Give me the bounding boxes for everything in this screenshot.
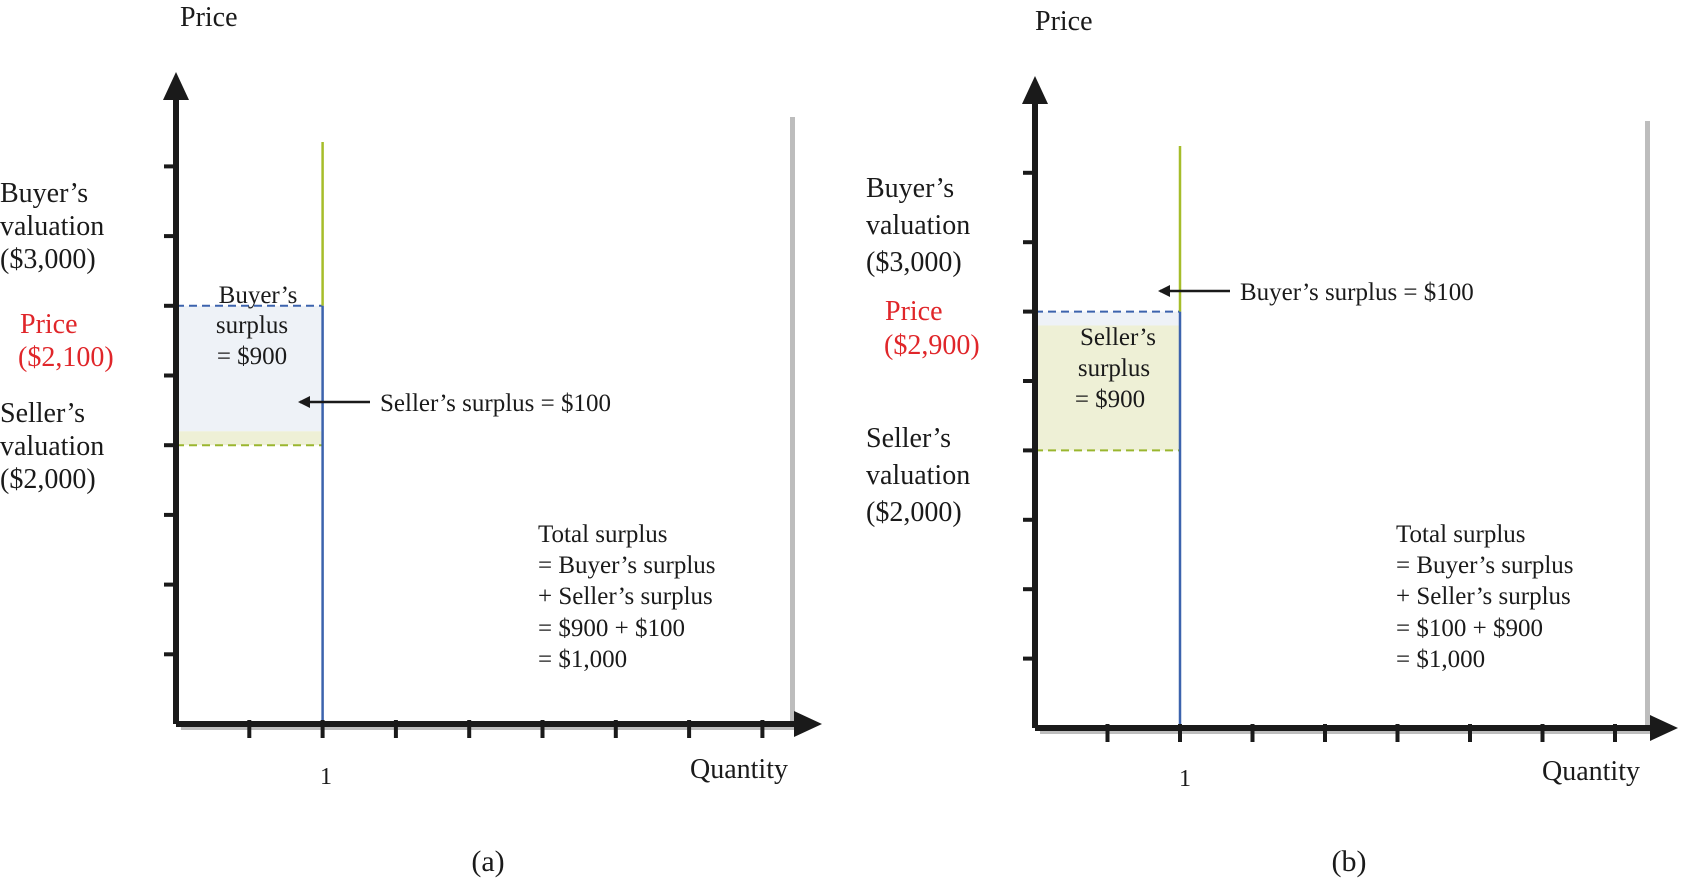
seller-surplus-label-line3: = $900: [1075, 386, 1145, 413]
buyer-valuation-label-line2: valuation: [866, 210, 970, 241]
seller-valuation-label-line1: Seller’s: [866, 423, 951, 454]
buyer-surplus-label: Buyer’s surplus = $100: [1240, 279, 1474, 306]
x-axis-arrow: [1650, 715, 1678, 741]
panel-caption: (a): [471, 845, 504, 878]
panel-caption: (b): [1332, 845, 1367, 878]
total-surplus-line2: = Buyer’s surplus: [1396, 552, 1574, 579]
total-surplus-line1: Total surplus: [538, 521, 668, 548]
seller-surplus-label-line1: Seller’s: [1080, 324, 1156, 351]
total-surplus-line2: = Buyer’s surplus: [538, 552, 716, 579]
y-axis-title: Price: [1035, 6, 1093, 37]
x-ticks: [247, 720, 765, 738]
price-label-line1: Price: [885, 296, 943, 327]
buyer-surplus-label-line3: = $900: [217, 343, 287, 370]
buyer-surplus-area: [176, 305, 323, 432]
total-surplus-line5: = $1,000: [538, 646, 627, 673]
x-axis-title: Quantity: [690, 754, 788, 785]
buyer-surplus-area: [1035, 311, 1180, 326]
y-axis-arrow: [1022, 76, 1048, 104]
x-axis-title: Quantity: [1542, 756, 1640, 787]
seller-valuation-label-line1: Seller’s: [0, 398, 85, 429]
seller-surplus-area: [176, 431, 323, 446]
buyer-valuation-label-line1: Buyer’s: [866, 173, 954, 204]
total-surplus-line5: = $1,000: [1396, 646, 1485, 673]
panel-b: Price Quantity 1 (b) Buyer’s valuation (…: [866, 6, 1678, 878]
total-surplus-line3: + Seller’s surplus: [538, 583, 713, 610]
seller-valuation-label-line2: valuation: [0, 431, 104, 462]
chart-marks: [176, 142, 324, 724]
seller-surplus-area: [1035, 325, 1180, 451]
buyer-valuation-label-line3: ($3,000): [0, 244, 96, 275]
total-surplus-line3: + Seller’s surplus: [1396, 583, 1571, 610]
y-ticks: [1023, 170, 1035, 661]
price-label-line1: Price: [20, 309, 78, 340]
buyer-surplus-label-line1: Buyer’s: [219, 282, 298, 309]
buyer-valuation-label-line2: valuation: [0, 211, 104, 242]
seller-valuation-label-line2: valuation: [866, 460, 970, 491]
total-surplus-line4: = $900 + $100: [538, 615, 685, 642]
total-surplus-line1: Total surplus: [1396, 521, 1526, 548]
y-ticks: [164, 164, 176, 657]
y-axis-arrow: [163, 72, 189, 100]
x-axis-arrow: [794, 711, 822, 737]
buyer-surplus-label-line2: surplus: [216, 312, 288, 339]
seller-valuation-label-line3: ($2,000): [866, 497, 962, 528]
x-tick-label: 1: [1179, 766, 1191, 792]
y-axis-title: Price: [180, 2, 238, 33]
panel-a: Price Quantity 1 (a) Buyer’s valuation (…: [0, 2, 822, 878]
price-label-line2: ($2,900): [884, 330, 980, 361]
seller-surplus-label-line2: surplus: [1078, 355, 1150, 382]
chart-marks: [1035, 146, 1182, 728]
x-ticks: [1105, 724, 1617, 742]
x-tick-label: 1: [320, 764, 332, 790]
price-label-line2: ($2,100): [18, 342, 114, 373]
seller-valuation-label-line3: ($2,000): [0, 464, 96, 495]
seller-surplus-label: Seller’s surplus = $100: [380, 390, 611, 417]
buyer-valuation-label-line3: ($3,000): [866, 247, 962, 278]
total-surplus-line4: = $100 + $900: [1396, 615, 1543, 642]
buyer-valuation-label-line1: Buyer’s: [0, 178, 88, 209]
